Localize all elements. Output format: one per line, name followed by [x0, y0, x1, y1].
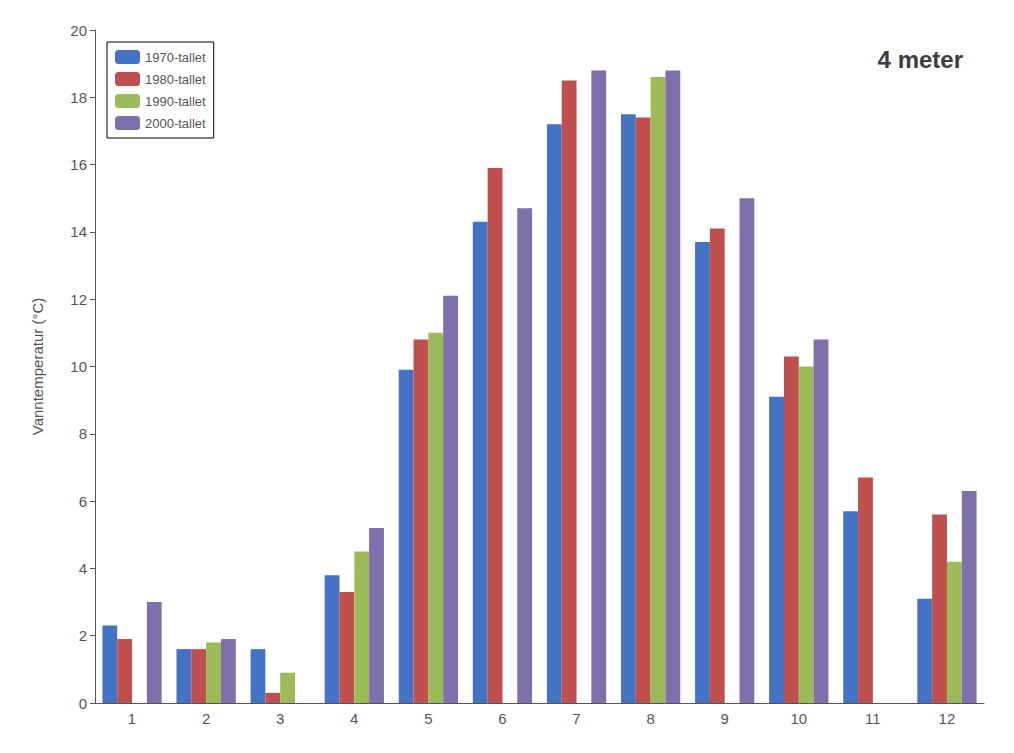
- svg-text:6: 6: [79, 493, 87, 510]
- svg-text:10: 10: [70, 358, 87, 375]
- svg-text:14: 14: [70, 223, 87, 240]
- svg-text:1970-tallet: 1970-tallet: [145, 50, 206, 65]
- svg-text:1980-tallet: 1980-tallet: [145, 72, 206, 87]
- svg-text:20: 20: [70, 22, 87, 39]
- svg-text:18: 18: [70, 89, 87, 106]
- svg-text:8: 8: [79, 425, 87, 442]
- svg-text:4: 4: [79, 560, 87, 577]
- svg-text:2: 2: [79, 627, 87, 644]
- svg-text:7: 7: [572, 710, 580, 727]
- svg-text:2: 2: [202, 710, 210, 727]
- svg-text:5: 5: [424, 710, 432, 727]
- svg-text:4 meter: 4 meter: [878, 46, 963, 73]
- svg-text:12: 12: [70, 291, 87, 308]
- svg-text:6: 6: [498, 710, 506, 727]
- svg-text:2000-tallet: 2000-tallet: [145, 116, 206, 131]
- svg-text:0: 0: [79, 695, 87, 712]
- svg-text:9: 9: [721, 710, 729, 727]
- svg-text:12: 12: [939, 710, 956, 727]
- svg-text:8: 8: [646, 710, 654, 727]
- svg-text:10: 10: [790, 710, 807, 727]
- svg-text:11: 11: [865, 710, 881, 727]
- svg-text:Vanntemperatur (°C): Vanntemperatur (°C): [29, 298, 46, 435]
- svg-text:1990-tallet: 1990-tallet: [145, 94, 206, 109]
- svg-text:1: 1: [128, 710, 136, 727]
- svg-text:16: 16: [70, 156, 87, 173]
- svg-text:4: 4: [350, 710, 358, 727]
- svg-text:3: 3: [276, 710, 284, 727]
